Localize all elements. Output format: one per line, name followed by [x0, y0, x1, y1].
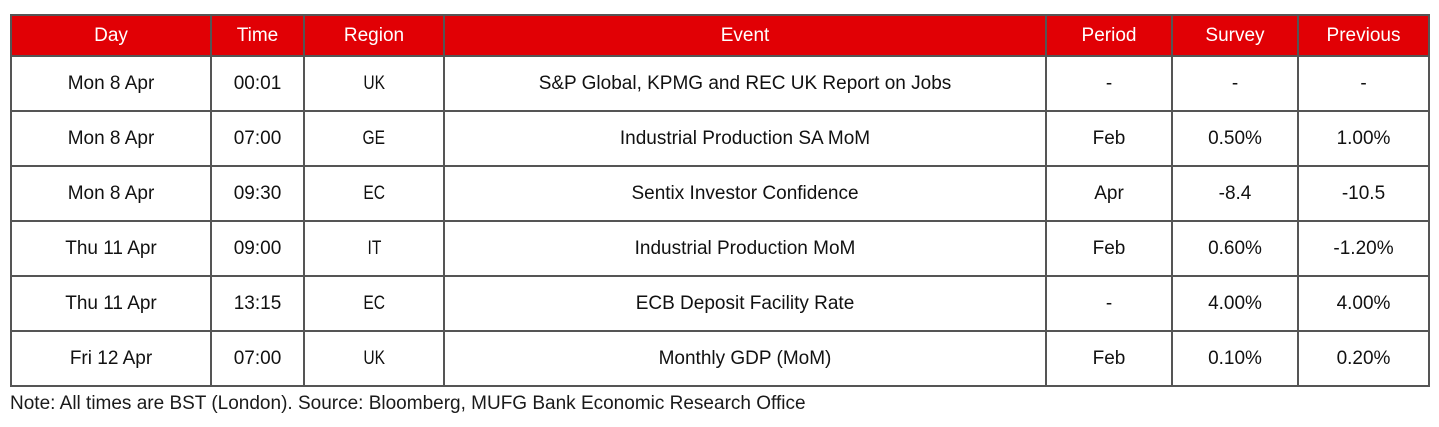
- cell-survey: 0.60%: [1171, 220, 1299, 277]
- header-region: Region: [303, 14, 445, 57]
- cell-time: 07:00: [210, 110, 305, 167]
- cell-period: Feb: [1045, 220, 1173, 277]
- cell-event: S&P Global, KPMG and REC UK Report on Jo…: [443, 55, 1047, 112]
- table-body: Mon 8 Apr 00:01 UK S&P Global, KPMG and …: [10, 55, 1430, 387]
- cell-previous: -10.5: [1297, 165, 1430, 222]
- cell-period: Feb: [1045, 330, 1173, 387]
- table-row: Mon 8 Apr 07:00 GE Industrial Production…: [10, 110, 1430, 167]
- cell-previous: -1.20%: [1297, 220, 1430, 277]
- header-row: Day Time Region Event Period Survey Prev…: [10, 14, 1430, 57]
- table-row: Mon 8 Apr 09:30 EC Sentix Investor Confi…: [10, 165, 1430, 222]
- cell-survey: -: [1171, 55, 1299, 112]
- cell-survey: 4.00%: [1171, 275, 1299, 332]
- header-event: Event: [443, 14, 1047, 57]
- cell-period: -: [1045, 55, 1173, 112]
- source-note: Note: All times are BST (London). Source…: [10, 393, 806, 414]
- header-time: Time: [210, 14, 305, 57]
- cell-event: Sentix Investor Confidence: [443, 165, 1047, 222]
- table-row: Mon 8 Apr 00:01 UK S&P Global, KPMG and …: [10, 55, 1430, 112]
- region-code: EC: [363, 182, 385, 204]
- header-survey: Survey: [1171, 14, 1299, 57]
- region-code: GE: [362, 127, 386, 149]
- cell-region: EC: [303, 165, 445, 222]
- cell-survey: 0.10%: [1171, 330, 1299, 387]
- cell-region: UK: [303, 330, 445, 387]
- table-row: Thu 11 Apr 13:15 EC ECB Deposit Facility…: [10, 275, 1430, 332]
- cell-previous: 4.00%: [1297, 275, 1430, 332]
- cell-region: EC: [303, 275, 445, 332]
- cell-period: Apr: [1045, 165, 1173, 222]
- cell-survey: -8.4: [1171, 165, 1299, 222]
- cell-day: Mon 8 Apr: [10, 110, 212, 167]
- cell-day: Thu 11 Apr: [10, 275, 212, 332]
- cell-day: Mon 8 Apr: [10, 55, 212, 112]
- region-code: UK: [363, 72, 385, 94]
- header-period: Period: [1045, 14, 1173, 57]
- cell-event: ECB Deposit Facility Rate: [443, 275, 1047, 332]
- cell-period: -: [1045, 275, 1173, 332]
- cell-event: Monthly GDP (MoM): [443, 330, 1047, 387]
- cell-time: 07:00: [210, 330, 305, 387]
- cell-event: Industrial Production MoM: [443, 220, 1047, 277]
- region-code: EC: [363, 292, 385, 314]
- cell-time: 09:00: [210, 220, 305, 277]
- header-previous: Previous: [1297, 14, 1430, 57]
- cell-event: Industrial Production SA MoM: [443, 110, 1047, 167]
- cell-survey: 0.50%: [1171, 110, 1299, 167]
- cell-time: 13:15: [210, 275, 305, 332]
- region-code: IT: [367, 237, 381, 259]
- cell-previous: 0.20%: [1297, 330, 1430, 387]
- cell-region: GE: [303, 110, 445, 167]
- cell-region: IT: [303, 220, 445, 277]
- table-row: Fri 12 Apr 07:00 UK Monthly GDP (MoM) Fe…: [10, 330, 1430, 387]
- cell-region: UK: [303, 55, 445, 112]
- cell-day: Fri 12 Apr: [10, 330, 212, 387]
- table-row: Thu 11 Apr 09:00 IT Industrial Productio…: [10, 220, 1430, 277]
- cell-time: 00:01: [210, 55, 305, 112]
- cell-previous: -: [1297, 55, 1430, 112]
- region-code: UK: [363, 347, 385, 369]
- cell-period: Feb: [1045, 110, 1173, 167]
- header-day: Day: [10, 14, 212, 57]
- economic-calendar-table: Day Time Region Event Period Survey Prev…: [10, 14, 1430, 387]
- cell-time: 09:30: [210, 165, 305, 222]
- table-header: Day Time Region Event Period Survey Prev…: [10, 14, 1430, 57]
- cell-day: Thu 11 Apr: [10, 220, 212, 277]
- cell-previous: 1.00%: [1297, 110, 1430, 167]
- cell-day: Mon 8 Apr: [10, 165, 212, 222]
